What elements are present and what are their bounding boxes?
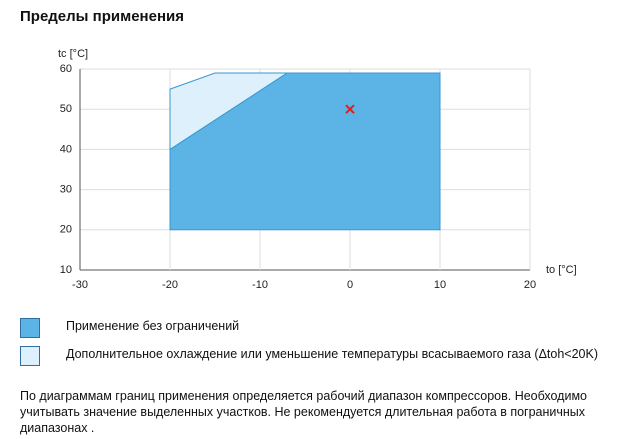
x-tick-label: -30: [72, 279, 88, 291]
legend-swatch: [20, 346, 40, 366]
footnote: По диаграммам границ применения определя…: [20, 389, 587, 435]
legend-swatch: [20, 318, 40, 338]
y-tick-label: 40: [60, 143, 72, 155]
legend-entry: Дополнительное охлаждение или уменьшение…: [20, 346, 620, 368]
marker-stroke: [345, 104, 355, 114]
x-tick-label: 10: [434, 279, 446, 291]
legend-label: Дополнительное охлаждение или уменьшение…: [66, 347, 599, 361]
y-tick-label: 30: [60, 184, 72, 196]
legend: Применение без ограничений Дополнительное…: [20, 318, 620, 374]
legend-label: Применение без ограничений: [66, 319, 240, 333]
x-axis-label: to [°C]: [546, 264, 577, 276]
legend-entry: Применение без ограничений: [20, 318, 620, 340]
y-tick-label: 60: [60, 63, 72, 75]
x-tick-label: -10: [252, 279, 268, 291]
chart: tc [°C] to [°C] 10 20 30 40 50 60 -30 -20 -10 0 10…: [58, 48, 577, 291]
y-tick-label: 20: [60, 224, 72, 236]
x-tick-label: 0: [347, 279, 353, 291]
envelope-area: [169, 72, 289, 151]
chart-title: Пределы применения: [20, 8, 184, 25]
envelope-area: [169, 72, 441, 231]
x-tick-label: 20: [524, 279, 536, 291]
y-axis-label: tc [°C]: [58, 48, 88, 60]
operating-point: [345, 104, 355, 114]
x-tick-label: -20: [162, 279, 178, 291]
y-tick-label: 50: [60, 103, 72, 115]
y-tick-label: 10: [60, 264, 72, 276]
